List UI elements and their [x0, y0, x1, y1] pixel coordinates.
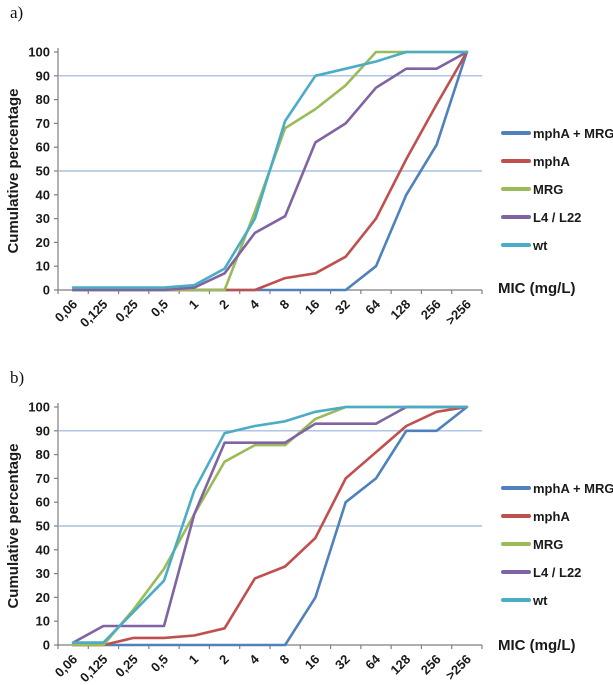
legend-swatch-l4-l22 [501, 215, 531, 219]
series-line-l4-l22 [71, 50, 469, 292]
x-tick-label: 0,5 [148, 652, 171, 675]
x-tick-label: 4 [246, 651, 262, 667]
x-axis-title-b: MIC (mg/L) [498, 637, 576, 654]
legend-label-mpha-mrg: mphA + MRG [533, 125, 613, 141]
x-tick-label: >256 [443, 652, 474, 683]
legend-swatch-mrg [501, 187, 531, 191]
y-tick-label: 90 [36, 423, 50, 438]
y-tick-label: 70 [36, 471, 50, 486]
series-line-l4-l22 [71, 405, 469, 644]
x-tick-label: 8 [277, 652, 293, 668]
legend-swatch-l4-l22 [501, 570, 531, 574]
x-tick-label: 0,25 [112, 652, 141, 681]
x-tick-label: 16 [302, 652, 323, 673]
legend-label-mrg: MRG [533, 181, 564, 197]
y-tick-label: 60 [36, 495, 50, 510]
legend-item-wt: wt [501, 231, 613, 259]
x-tick-label: 32 [332, 297, 353, 318]
panel-a-label: a) [10, 3, 24, 22]
y-tick-label: 20 [36, 235, 50, 250]
x-tick-label: 128 [387, 297, 413, 323]
x-tick-label: 256 [418, 652, 444, 678]
legend-label-wt: wt [533, 237, 548, 253]
y-tick-label: 80 [36, 92, 50, 107]
y-tick-label: 30 [36, 211, 50, 226]
legend-label-wt: wt [533, 592, 548, 608]
y-tick-label: 50 [36, 164, 50, 179]
x-tick-label: 1 [186, 652, 202, 668]
y-tick-label: 0 [43, 638, 50, 653]
y-tick-label: 100 [28, 400, 50, 415]
series-line-wt [71, 405, 469, 644]
x-tick-label: >256 [443, 297, 474, 328]
x-tick-label: 4 [246, 296, 262, 312]
legend-label-l4-l22: L4 / L22 [533, 564, 582, 580]
legend-label-l4-l22: L4 / L22 [533, 209, 582, 225]
series-line-wt [71, 50, 469, 289]
legend-label-mrg: MRG [533, 536, 564, 552]
x-axis-title-a: MIC (mg/L) [498, 280, 576, 297]
x-tick-label: 32 [332, 652, 353, 673]
series-line-mpha-mrg [71, 405, 469, 647]
legend-label-mpha: mphA [533, 153, 570, 169]
legend-item-wt: wt [501, 586, 613, 614]
x-tick-label: 0,125 [77, 652, 111, 685]
series-line-mpha [71, 405, 469, 647]
legend-label-mpha: mphA [533, 508, 570, 524]
legend-item-mrg: MRG [501, 175, 613, 203]
legend-item-l4-l22: L4 / L22 [501, 203, 613, 231]
legend-swatch-mpha [501, 159, 531, 163]
y-tick-label: 10 [36, 614, 50, 629]
x-tick-label: 8 [277, 297, 293, 313]
y-tick-label: 60 [36, 140, 50, 155]
legend-item-mpha: mphA [501, 147, 613, 175]
legend-swatch-mpha [501, 514, 531, 518]
legend-swatch-mpha-mrg [501, 486, 531, 490]
x-tick-label: 0,5 [148, 297, 171, 320]
legend-item-l4-l22: L4 / L22 [501, 558, 613, 586]
x-tick-label: 1 [186, 297, 202, 313]
legend-b: mphA + MRG mphA MRG L4 / L22 wt [501, 474, 613, 614]
legend-swatch-wt [501, 243, 531, 247]
y-tick-label: 40 [36, 187, 50, 202]
y-tick-label: 100 [28, 45, 50, 60]
legend-item-mpha-mrg: mphA + MRG [501, 474, 613, 502]
x-tick-label: 0,25 [112, 297, 141, 326]
legend-item-mrg: MRG [501, 530, 613, 558]
y-tick-label: 10 [36, 259, 50, 274]
y-tick-label: 90 [36, 68, 50, 83]
legend-label-mpha-mrg: mphA + MRG [533, 480, 613, 496]
y-tick-label: 20 [36, 590, 50, 605]
legend-item-mpha: mphA [501, 502, 613, 530]
x-tick-label: 128 [387, 652, 413, 678]
x-tick-label: 256 [418, 297, 444, 323]
legend-swatch-mrg [501, 542, 531, 546]
y-tick-label: 80 [36, 447, 50, 462]
x-tick-label: 0,06 [52, 297, 81, 326]
legend-swatch-mpha-mrg [501, 131, 531, 135]
x-tick-label: 0,125 [77, 297, 111, 331]
legend-item-mpha-mrg: mphA + MRG [501, 119, 613, 147]
y-tick-label: 70 [36, 116, 50, 131]
x-tick-label: 64 [362, 296, 383, 317]
y-tick-label: 30 [36, 566, 50, 581]
panel-b-label: b) [10, 368, 25, 387]
x-tick-label: 64 [362, 651, 383, 672]
legend-a: mphA + MRG mphA MRG L4 / L22 wt [501, 119, 613, 259]
y-tick-label: 0 [43, 283, 50, 298]
x-tick-label: 16 [302, 297, 323, 318]
legend-swatch-wt [501, 598, 531, 602]
x-tick-label: 0,06 [52, 652, 81, 681]
x-tick-label: 2 [216, 652, 232, 668]
y-tick-label: 40 [36, 542, 50, 557]
y-tick-label: 50 [36, 519, 50, 534]
x-tick-label: 2 [216, 297, 232, 313]
